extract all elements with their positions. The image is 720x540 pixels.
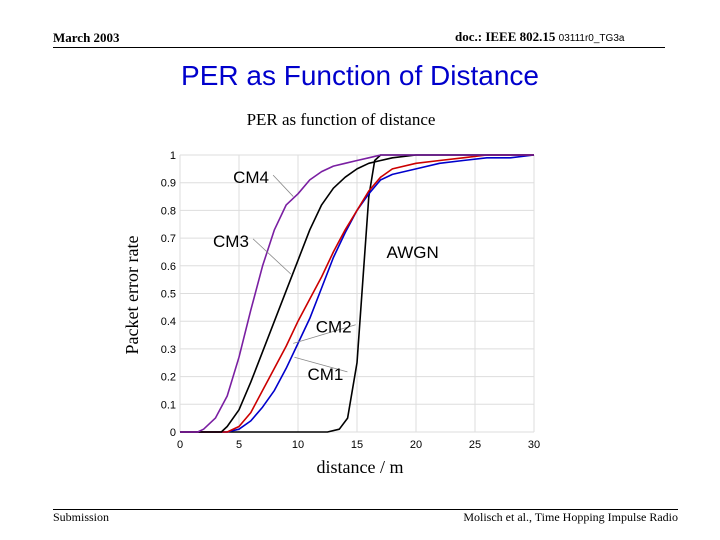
y-tick-label: 0.5 bbox=[161, 289, 176, 301]
annotations: CM4 CM3 AWGN CM2 CM1 bbox=[213, 168, 439, 384]
header-rule bbox=[53, 47, 665, 48]
grid-lines bbox=[179, 154, 535, 433]
series-line-awgn bbox=[180, 154, 534, 433]
annotation-pointer bbox=[294, 356, 348, 373]
annotation-pointer bbox=[252, 238, 292, 275]
x-tick-label: 5 bbox=[236, 439, 242, 451]
annotation-pointer bbox=[293, 324, 356, 344]
series-line-cm1 bbox=[180, 154, 535, 433]
footer-rule bbox=[53, 509, 678, 510]
tick-labels: 0 5 10 15 20 25 30 0 0.1 0.2 0.3 0.4 0.5 0.6 0.7 0.8 0.9… bbox=[161, 150, 540, 451]
annotation-label-cm3: CM3 bbox=[213, 232, 249, 251]
slide-title: PER as Function of Distance bbox=[181, 60, 539, 91]
y-tick-label: 0.6 bbox=[161, 261, 176, 273]
x-tick-label: 10 bbox=[292, 439, 304, 451]
footer-authors: Molisch et al., Time Hopping Impulse Rad… bbox=[463, 510, 678, 524]
y-tick-label: 0.1 bbox=[161, 399, 176, 411]
series-line-cm2 bbox=[180, 154, 534, 433]
y-tick-label: 1 bbox=[170, 150, 176, 162]
annotation-label-cm1: CM1 bbox=[307, 365, 343, 384]
annotation-pointer bbox=[272, 174, 294, 197]
x-tick-label: 25 bbox=[469, 439, 481, 451]
series-line-cm4 bbox=[180, 154, 534, 433]
y-tick-label: 0.4 bbox=[161, 316, 176, 328]
annotation-label-cm2: CM2 bbox=[316, 318, 352, 337]
x-tick-label: 0 bbox=[177, 439, 183, 451]
header-doc-number: 03111r0_TG3a bbox=[558, 33, 625, 44]
y-tick-label: 0.8 bbox=[161, 205, 176, 217]
x-tick-label: 30 bbox=[528, 439, 540, 451]
chart-title: PER as function of distance bbox=[247, 110, 436, 129]
y-tick-label: 0 bbox=[170, 427, 176, 439]
annotation-label-awgn: AWGN bbox=[387, 243, 439, 262]
y-tick-label: 0.9 bbox=[161, 178, 176, 190]
x-axis-label: distance / m bbox=[317, 457, 404, 477]
x-tick-label: 20 bbox=[410, 439, 422, 451]
footer-submission: Submission bbox=[53, 510, 110, 524]
x-tick-label: 15 bbox=[351, 439, 363, 451]
annotation-label-cm4: CM4 bbox=[233, 168, 269, 187]
series-lines bbox=[180, 154, 535, 433]
y-tick-label: 0.2 bbox=[161, 372, 176, 384]
header-doc-prefix: doc.: IEEE 802.15 bbox=[455, 29, 559, 44]
y-tick-label: 0.3 bbox=[161, 344, 176, 356]
header-doc-id: doc.: IEEE 802.15 03111r0_TG3a bbox=[455, 29, 624, 45]
header-date: March 2003 bbox=[53, 30, 120, 45]
y-tick-label: 0.7 bbox=[161, 233, 176, 245]
y-axis-label: Packet error rate bbox=[122, 236, 142, 355]
